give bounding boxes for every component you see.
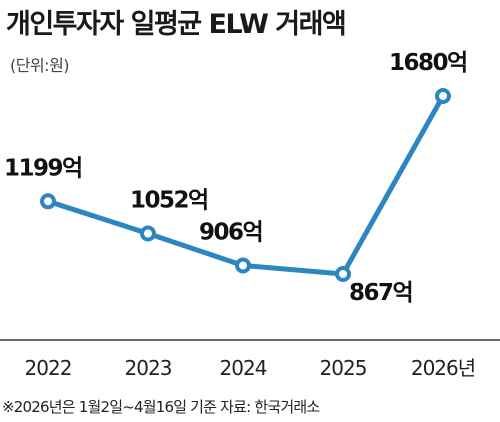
data-point-2025 — [335, 266, 351, 282]
value-label: 1680억 — [389, 50, 467, 76]
x-tick-label: 2025 — [320, 356, 367, 380]
unit-label: (단위:원) — [10, 56, 70, 75]
chart-title: 개인투자자 일평균 ELW 거래액 — [6, 9, 347, 40]
value-label: 1199억 — [4, 155, 82, 181]
series-line — [45, 93, 446, 277]
x-tick-label: 2023 — [125, 356, 172, 380]
data-point-2022 — [40, 193, 56, 210]
x-tick-label: 2024 — [220, 356, 267, 380]
data-point-2026년 — [435, 88, 451, 104]
footnote: ※2026년은 1월2일~4월16일 기준 자료: 한국거래소 — [2, 398, 320, 416]
data-point-2023 — [140, 225, 156, 242]
value-label: 906억 — [199, 219, 262, 245]
value-label: 1052억 — [130, 187, 208, 213]
data-point-2024 — [235, 257, 251, 274]
value-label: 867억 — [349, 280, 412, 306]
x-tick-label: 2026년 — [411, 356, 475, 380]
x-tick-label: 2022 — [25, 356, 72, 380]
